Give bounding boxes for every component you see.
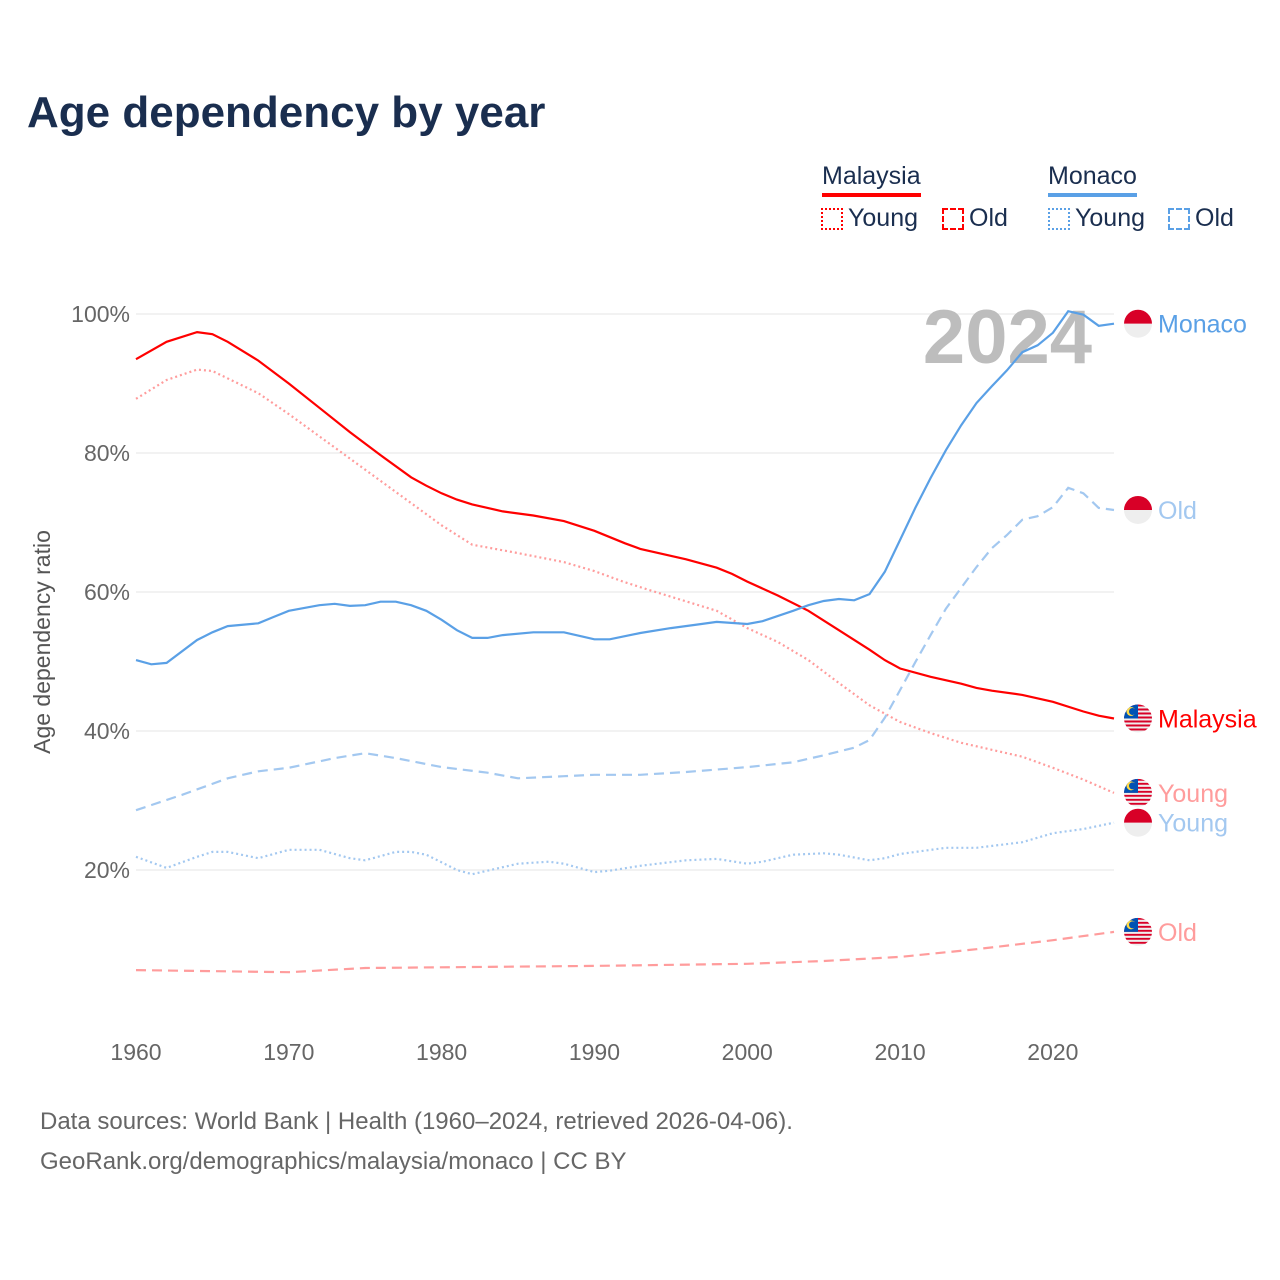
source-link[interactable]: GeoRank.org/demographics/malaysia/monaco… (40, 1148, 627, 1175)
y-axis-label: Age dependency ratio (29, 530, 55, 754)
y-tick-label: 20% (84, 857, 130, 883)
monaco-flag-icon (1124, 808, 1152, 837)
legend-malaysia-old[interactable]: Old (942, 204, 1008, 233)
legend-monaco-old[interactable]: Old (1168, 204, 1234, 233)
malaysia-flag-icon (1124, 704, 1152, 733)
dotted-swatch-icon (821, 207, 843, 230)
series-end-label: Monaco (1158, 311, 1247, 339)
legend-malaysia[interactable]: Malaysia (822, 162, 921, 197)
x-tick-label: 2010 (874, 1039, 925, 1065)
x-tick-label: 1990 (569, 1039, 620, 1065)
legend-malaysia-young[interactable]: Young (821, 204, 918, 233)
series-end-label: Old (1158, 497, 1197, 525)
series-end-label: Malaysia (1158, 705, 1257, 733)
monaco-flag-icon (1124, 495, 1152, 524)
y-tick-label: 60% (84, 579, 130, 605)
legend-label: Young (1075, 204, 1145, 232)
malaysia-flag-icon (1124, 778, 1152, 807)
dotted-swatch-icon (1048, 207, 1070, 230)
series-end-label: Young (1158, 810, 1228, 838)
series-line-monaco[interactable] (135, 309, 1115, 666)
dashed-swatch-icon (1168, 207, 1190, 230)
x-tick-label: 2000 (722, 1039, 773, 1065)
source-text: Data sources: World Bank | Health (1960–… (40, 1108, 793, 1135)
year-watermark: 2024 (923, 295, 1092, 380)
series-line-malaysia-young[interactable] (135, 368, 1115, 794)
legend-monaco[interactable]: Monaco (1048, 162, 1137, 197)
series-line-monaco-old[interactable] (135, 486, 1115, 812)
legend-label: Young (848, 204, 918, 232)
legend-label: Old (969, 204, 1008, 232)
series-end-label: Young (1158, 780, 1228, 808)
series-line-malaysia[interactable] (135, 330, 1115, 720)
x-tick-label: 1980 (416, 1039, 467, 1065)
series-line-monaco-young[interactable] (135, 821, 1115, 876)
malaysia-flag-icon (1124, 917, 1152, 946)
x-tick-label: 1960 (110, 1039, 161, 1065)
x-tick-label: 1970 (263, 1039, 314, 1065)
y-tick-label: 100% (71, 301, 130, 327)
y-tick-label: 80% (84, 440, 130, 466)
monaco-flag-icon (1124, 309, 1152, 338)
legend-label: Old (1195, 204, 1234, 232)
y-tick-label: 40% (84, 718, 130, 744)
dashed-swatch-icon (942, 207, 964, 230)
chart-title: Age dependency by year (27, 88, 546, 137)
legend-monaco-young[interactable]: Young (1048, 204, 1145, 233)
series-end-label: Old (1158, 919, 1197, 947)
series-line-malaysia-old[interactable] (135, 930, 1115, 974)
x-tick-label: 2020 (1027, 1039, 1078, 1065)
